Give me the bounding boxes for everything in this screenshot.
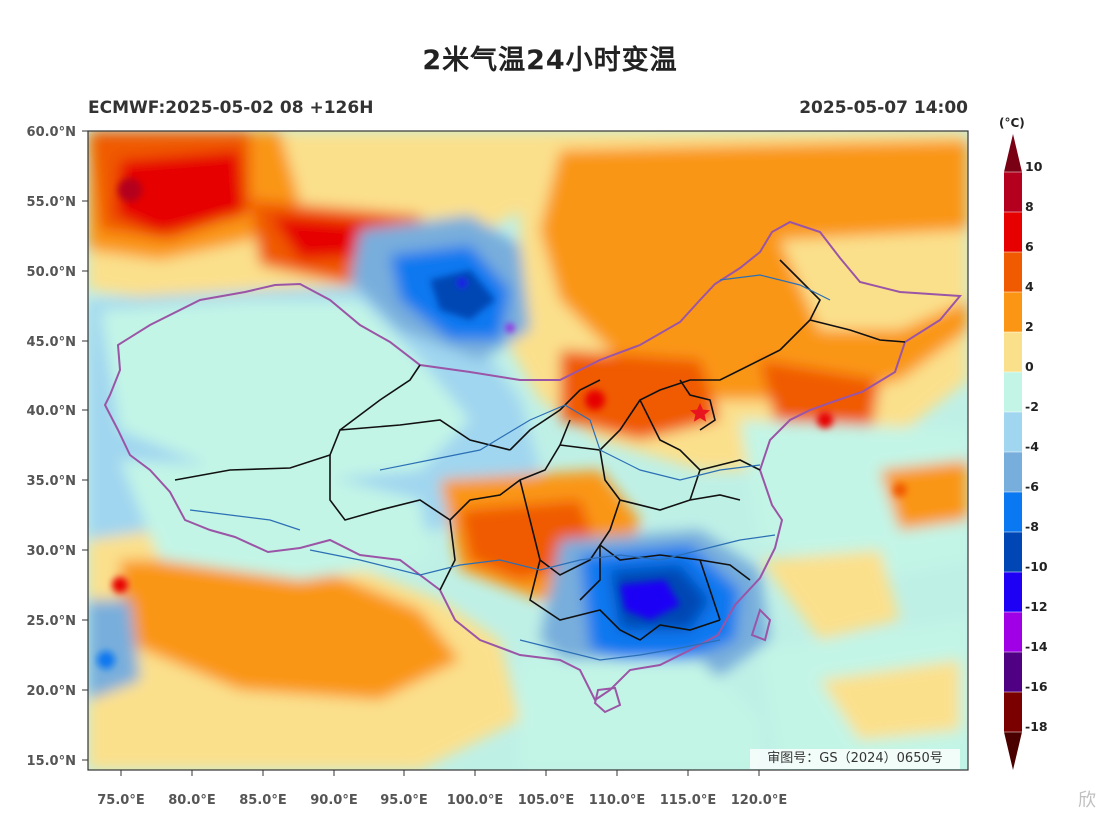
colorbar-level-label: 4: [1025, 279, 1034, 294]
lat-label: 35.0°N: [27, 474, 76, 489]
colorbar-labels: 10 8 6 4 2 0 -2 -4 -6 -8 -10 -12 -14 -16 -18: [1004, 159, 1048, 734]
watermark: 欣: [1078, 790, 1096, 811]
colorbar-level-label: 0: [1025, 359, 1034, 374]
lon-label: 120.0°E: [731, 793, 788, 808]
lon-label: 115.0°E: [660, 793, 717, 808]
latitude-axis: 60.0°N 55.0°N 50.0°N 45.0°N 40.0°N 35.0°…: [27, 125, 88, 769]
colorbar-level-label: -14: [1025, 639, 1048, 654]
lat-label: 40.0°N: [27, 404, 76, 419]
lon-label: 80.0°E: [168, 793, 215, 808]
colorbar-level-label: 2: [1025, 319, 1034, 334]
lat-label: 15.0°N: [27, 754, 76, 769]
colorbar-swatches: [1004, 172, 1022, 732]
colorbar-swatch: [1004, 212, 1022, 252]
lon-label: 75.0°E: [97, 793, 144, 808]
colorbar-level-label: -12: [1025, 599, 1048, 614]
lon-label: 95.0°E: [380, 793, 427, 808]
lon-label: 90.0°E: [310, 793, 357, 808]
colorbar: 10 8 6 4 2 0 -2 -4 -6 -8 -10 -12 -14 -16 -18: [1004, 134, 1048, 770]
field-broad-areas: [88, 131, 968, 770]
colorbar-swatch: [1004, 172, 1022, 212]
hainan-outline: [593, 686, 622, 714]
colorbar-level-label: -8: [1025, 519, 1039, 534]
colorbar-swatch: [1004, 252, 1022, 292]
colorbar-top-cap: [1004, 134, 1022, 172]
temperature-field: [88, 131, 968, 770]
longitude-axis: 75.0°E 80.0°E 85.0°E 90.0°E 95.0°E 100.0…: [97, 770, 787, 808]
lat-label: 60.0°N: [27, 125, 76, 140]
lon-label: 105.0°E: [518, 793, 575, 808]
rivers: [189, 274, 831, 661]
colorbar-level-label: 8: [1025, 199, 1034, 214]
colorbar-swatch: [1004, 372, 1022, 412]
colorbar-swatch: [1004, 292, 1022, 332]
colorbar-swatch: [1004, 692, 1022, 732]
colorbar-level-label: -10: [1025, 559, 1048, 574]
colorbar-swatch: [1004, 532, 1022, 572]
lon-label: 85.0°E: [239, 793, 286, 808]
beijing-star-marker: [690, 403, 710, 422]
colorbar-swatch: [1004, 572, 1022, 612]
colorbar-level-label: 10: [1025, 159, 1043, 174]
lat-label: 30.0°N: [27, 544, 76, 559]
map-approval-number: 审图号：GS（2024）0650号: [750, 749, 960, 769]
colorbar-bottom-cap: [1004, 732, 1022, 770]
lon-label: 100.0°E: [447, 793, 504, 808]
lat-label: 55.0°N: [27, 195, 76, 210]
lat-label: 50.0°N: [27, 265, 76, 280]
colorbar-level-label: -6: [1025, 479, 1039, 494]
colorbar-swatch: [1004, 612, 1022, 652]
colorbar-level-label: -16: [1025, 679, 1048, 694]
colorbar-level-label: 6: [1025, 239, 1034, 254]
colorbar-level-label: -18: [1025, 719, 1048, 734]
national-border: [103, 220, 963, 702]
colorbar-swatch: [1004, 332, 1022, 372]
colorbar-level-label: -2: [1025, 399, 1039, 414]
colorbar-level-label: -4: [1025, 439, 1039, 454]
colorbar-swatch: [1004, 412, 1022, 452]
lat-label: 25.0°N: [27, 614, 76, 629]
valid-time-label: 2025-05-07 14:00: [799, 98, 968, 118]
field-fine-cores: [97, 178, 907, 669]
lat-label: 20.0°N: [27, 684, 76, 699]
colorbar-swatch: [1004, 652, 1022, 692]
lat-label: 45.0°N: [27, 335, 76, 350]
colorbar-swatch: [1004, 492, 1022, 532]
lon-label: 110.0°E: [589, 793, 646, 808]
colorbar-swatch: [1004, 452, 1022, 492]
plot-frame: [87, 130, 969, 771]
map-title: 2米气温24小时变温: [422, 45, 678, 76]
model-run-label: ECMWF:2025-05-02 08 +126H: [88, 98, 374, 118]
colorbar-unit: (°C): [999, 116, 1025, 130]
taiwan-outline: [750, 608, 772, 642]
